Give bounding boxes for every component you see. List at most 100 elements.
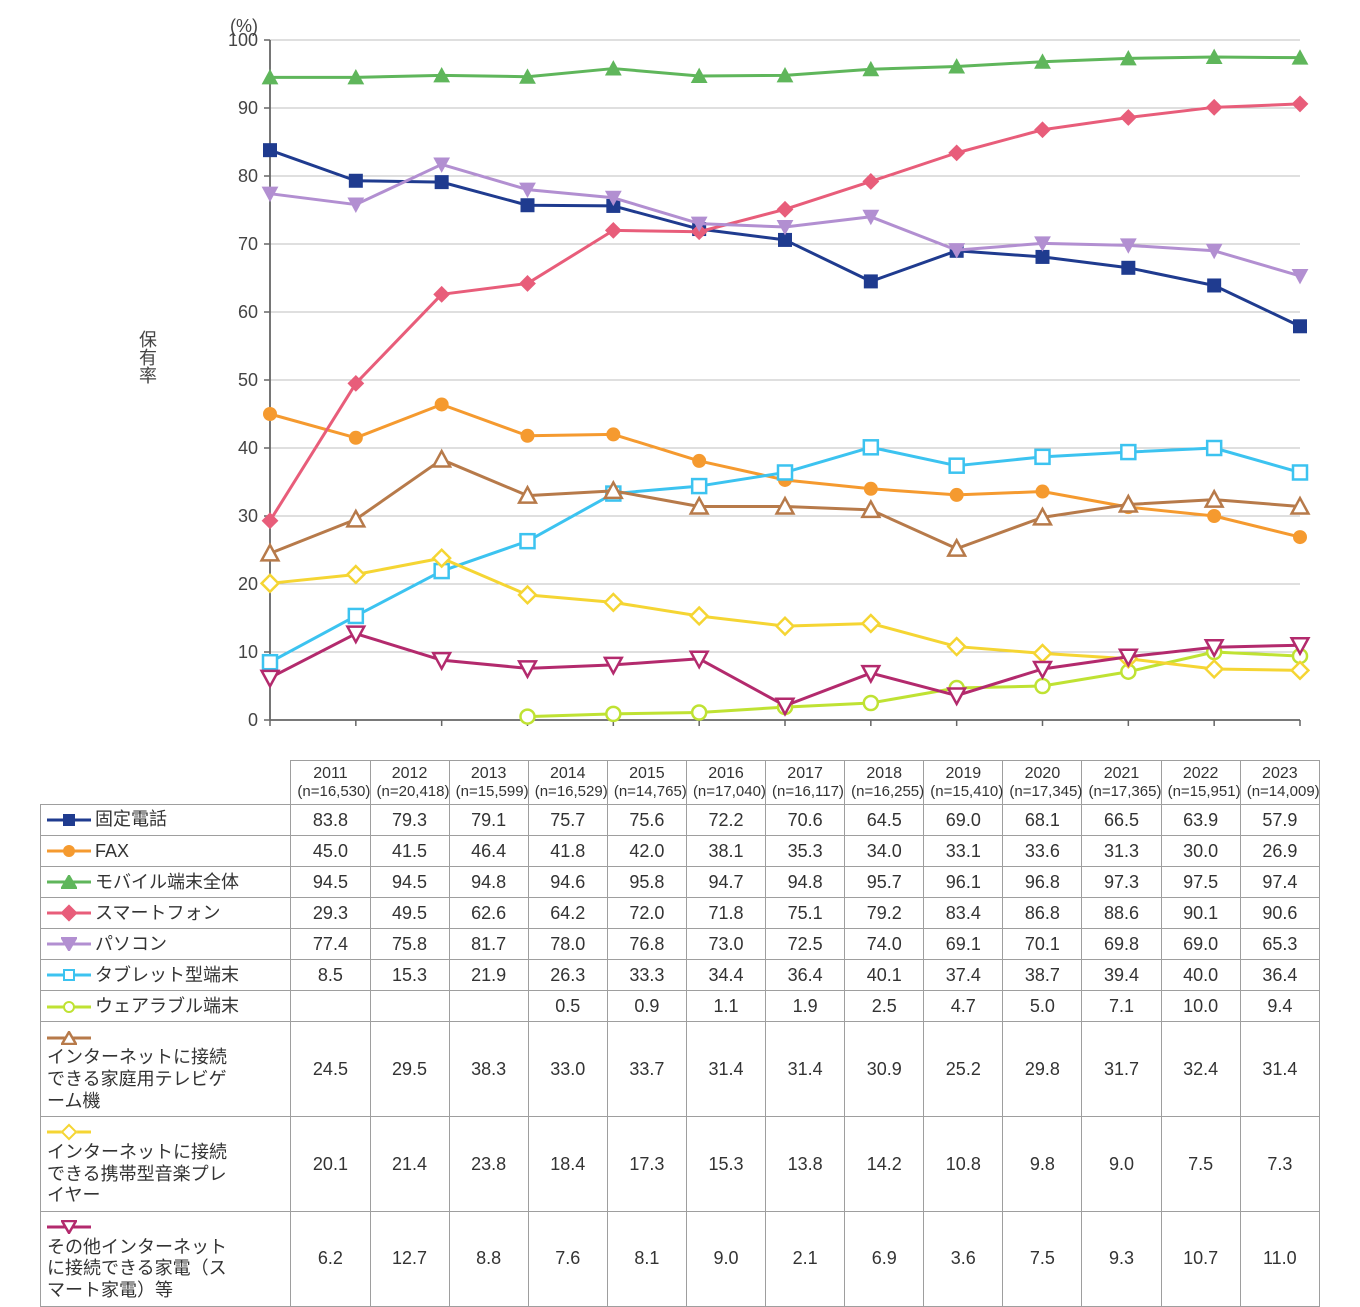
series-label: ウェアラブル端末 [95,996,239,1018]
value-cell: 9.8 [1003,1117,1082,1212]
value-cell: 14.2 [845,1117,924,1212]
value-cell: 3.6 [924,1211,1003,1306]
table-row: FAX45.041.546.441.842.038.135.334.033.13… [41,836,1320,867]
legend-marker [47,904,91,922]
series-label-cell: FAX [41,836,291,867]
value-cell: 38.3 [449,1022,528,1117]
value-cell: 69.1 [924,929,1003,960]
sample-size: (n=20,418) [377,783,443,800]
series-label: タブレット型端末 [95,965,239,987]
value-cell: 33.0 [528,1022,607,1117]
value-cell: 69.8 [1082,929,1161,960]
value-cell: 4.7 [924,991,1003,1022]
sample-size: (n=17,345) [1009,783,1075,800]
value-cell: 96.8 [1003,867,1082,898]
value-cell: 33.3 [607,960,686,991]
value-cell: 46.4 [449,836,528,867]
value-cell: 77.4 [291,929,370,960]
chart-svg: 0102030405060708090100 [40,20,1320,760]
year-label: 2016 [693,765,759,783]
series-label-cell: 固定電話 [41,805,291,836]
value-cell: 31.4 [686,1022,765,1117]
series-label: その他インターネットに接続できる家電（スマート家電）等 [47,1237,237,1302]
series-label: インターネットに接続できる携帯型音楽プレイヤー [47,1142,237,1207]
value-cell: 29.3 [291,898,370,929]
value-cell: 76.8 [607,929,686,960]
year-label: 2020 [1009,765,1075,783]
series-label-cell: その他インターネットに接続できる家電（スマート家電）等 [41,1211,291,1306]
value-cell: 33.6 [1003,836,1082,867]
value-cell: 33.7 [607,1022,686,1117]
data-table-container: 2011(n=16,530)2012(n=20,418)2013(n=15,59… [40,760,1320,1307]
value-cell: 6.9 [845,1211,924,1306]
svg-text:80: 80 [238,166,258,186]
svg-text:90: 90 [238,98,258,118]
value-cell: 7.1 [1082,991,1161,1022]
value-cell: 64.5 [845,805,924,836]
value-cell: 97.3 [1082,867,1161,898]
value-cell: 8.1 [607,1211,686,1306]
value-cell: 74.0 [845,929,924,960]
svg-text:0: 0 [248,710,258,730]
svg-text:60: 60 [238,302,258,322]
value-cell: 23.8 [449,1117,528,1212]
value-cell: 1.1 [686,991,765,1022]
value-cell: 88.6 [1082,898,1161,929]
table-row: インターネットに接続できる家庭用テレビゲーム機24.529.538.333.03… [41,1022,1320,1117]
value-cell: 70.6 [766,805,845,836]
value-cell: 45.0 [291,836,370,867]
value-cell: 78.0 [528,929,607,960]
series-label: FAX [95,841,129,863]
value-cell: 7.6 [528,1211,607,1306]
year-label: 2011 [297,765,363,783]
value-cell: 31.7 [1082,1022,1161,1117]
legend-marker [47,1218,91,1236]
table-row: 固定電話83.879.379.175.775.672.270.664.569.0… [41,805,1320,836]
value-cell: 7.5 [1003,1211,1082,1306]
svg-text:70: 70 [238,234,258,254]
year-header: 2022(n=15,951) [1161,761,1240,805]
series-label-cell: ウェアラブル端末 [41,991,291,1022]
table-row: その他インターネットに接続できる家電（スマート家電）等6.212.78.87.6… [41,1211,1320,1306]
value-cell: 9.4 [1240,991,1319,1022]
value-cell: 90.6 [1240,898,1319,929]
year-label: 2014 [535,765,601,783]
table-row: モバイル端末全体94.594.594.894.695.894.794.895.7… [41,867,1320,898]
value-cell: 90.1 [1161,898,1240,929]
year-header: 2015(n=14,765) [607,761,686,805]
value-cell: 86.8 [1003,898,1082,929]
series-label-cell: インターネットに接続できる携帯型音楽プレイヤー [41,1117,291,1212]
svg-text:40: 40 [238,438,258,458]
year-header: 2014(n=16,529) [528,761,607,805]
legend-marker [47,966,91,984]
year-header: 2020(n=17,345) [1003,761,1082,805]
value-cell: 7.5 [1161,1117,1240,1212]
value-cell: 9.3 [1082,1211,1161,1306]
value-cell: 81.7 [449,929,528,960]
legend-marker [47,842,91,860]
sample-size: (n=16,529) [535,783,601,800]
value-cell: 70.1 [1003,929,1082,960]
value-cell: 9.0 [686,1211,765,1306]
table-row: パソコン77.475.881.778.076.873.072.574.069.1… [41,929,1320,960]
legend-marker [47,1123,91,1141]
year-label: 2015 [614,765,680,783]
svg-text:20: 20 [238,574,258,594]
value-cell: 32.4 [1161,1022,1240,1117]
sample-size: (n=16,117) [772,783,838,800]
value-cell: 20.1 [291,1117,370,1212]
year-label: 2022 [1168,765,1234,783]
value-cell: 95.7 [845,867,924,898]
value-cell: 63.9 [1161,805,1240,836]
legend-marker [47,935,91,953]
value-cell: 9.0 [1082,1117,1161,1212]
value-cell: 29.8 [1003,1022,1082,1117]
value-cell: 31.4 [1240,1022,1319,1117]
value-cell: 34.4 [686,960,765,991]
series-label: パソコン [95,934,167,956]
value-cell: 38.1 [686,836,765,867]
legend-marker [47,998,91,1016]
legend-marker [47,1029,91,1047]
value-cell: 15.3 [686,1117,765,1212]
year-label: 2023 [1247,765,1313,783]
